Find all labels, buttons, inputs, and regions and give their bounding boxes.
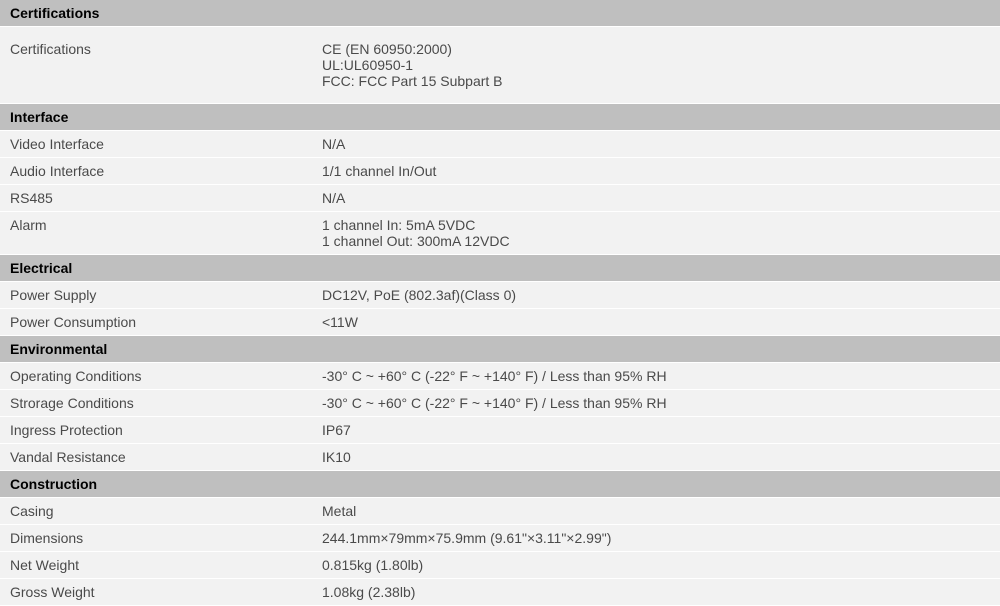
row-label: Video Interface (0, 131, 312, 158)
section-title: Certifications (0, 0, 1000, 27)
section-title: Interface (0, 104, 1000, 131)
row-label: Casing (0, 498, 312, 525)
row-label: RS485 (0, 185, 312, 212)
table-row: Gross Weight1.08kg (2.38lb) (0, 579, 1000, 606)
row-value: 1 channel In: 5mA 5VDC 1 channel Out: 30… (312, 212, 1000, 255)
row-value: DC12V, PoE (802.3af)(Class 0) (312, 282, 1000, 309)
row-label: Power Supply (0, 282, 312, 309)
table-row: Strorage Conditions-30° C ~ +60° C (-22°… (0, 390, 1000, 417)
row-label: Operating Conditions (0, 363, 312, 390)
row-value: CE (EN 60950:2000) UL:UL60950-1 FCC: FCC… (312, 27, 1000, 104)
row-label: Net Weight (0, 552, 312, 579)
row-value: IP67 (312, 417, 1000, 444)
table-row: Power SupplyDC12V, PoE (802.3af)(Class 0… (0, 282, 1000, 309)
row-value: -30° C ~ +60° C (-22° F ~ +140° F) / Les… (312, 390, 1000, 417)
row-value: N/A (312, 131, 1000, 158)
table-row: Alarm1 channel In: 5mA 5VDC 1 channel Ou… (0, 212, 1000, 255)
table-row: Vandal ResistanceIK10 (0, 444, 1000, 471)
section-title: Construction (0, 471, 1000, 498)
row-value: 0.815kg (1.80lb) (312, 552, 1000, 579)
table-row: CertificationsCE (EN 60950:2000) UL:UL60… (0, 27, 1000, 104)
row-value: 1/1 channel In/Out (312, 158, 1000, 185)
row-value: Metal (312, 498, 1000, 525)
table-row: Net Weight0.815kg (1.80lb) (0, 552, 1000, 579)
table-row: Dimensions244.1mm×79mm×75.9mm (9.61"×3.1… (0, 525, 1000, 552)
row-label: Vandal Resistance (0, 444, 312, 471)
section-header: Certifications (0, 0, 1000, 27)
table-row: RS485N/A (0, 185, 1000, 212)
table-row: Audio Interface1/1 channel In/Out (0, 158, 1000, 185)
table-row: Ingress ProtectionIP67 (0, 417, 1000, 444)
row-label: Strorage Conditions (0, 390, 312, 417)
table-row: CasingMetal (0, 498, 1000, 525)
row-label: Ingress Protection (0, 417, 312, 444)
section-header: Environmental (0, 336, 1000, 363)
table-row: Operating Conditions-30° C ~ +60° C (-22… (0, 363, 1000, 390)
row-label: Audio Interface (0, 158, 312, 185)
table-row: Video InterfaceN/A (0, 131, 1000, 158)
row-label: Dimensions (0, 525, 312, 552)
row-value: -30° C ~ +60° C (-22° F ~ +140° F) / Les… (312, 363, 1000, 390)
section-header: Construction (0, 471, 1000, 498)
row-value: <11W (312, 309, 1000, 336)
section-title: Environmental (0, 336, 1000, 363)
row-label: Gross Weight (0, 579, 312, 606)
row-value: N/A (312, 185, 1000, 212)
row-label: Certifications (0, 27, 312, 104)
row-value: 1.08kg (2.38lb) (312, 579, 1000, 606)
section-header: Interface (0, 104, 1000, 131)
section-title: Electrical (0, 255, 1000, 282)
row-label: Power Consumption (0, 309, 312, 336)
table-row: Power Consumption<11W (0, 309, 1000, 336)
spec-table: CertificationsCertificationsCE (EN 60950… (0, 0, 1000, 606)
section-header: Electrical (0, 255, 1000, 282)
row-value: 244.1mm×79mm×75.9mm (9.61"×3.11"×2.99") (312, 525, 1000, 552)
row-label: Alarm (0, 212, 312, 255)
spec-table-body: CertificationsCertificationsCE (EN 60950… (0, 0, 1000, 606)
row-value: IK10 (312, 444, 1000, 471)
